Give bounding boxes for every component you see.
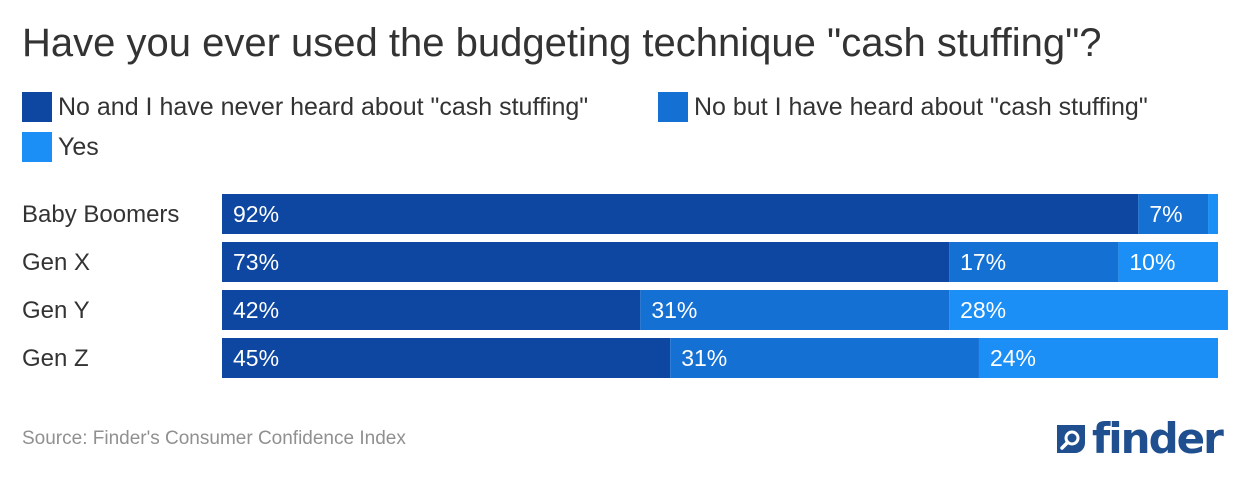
legend-label-heard: No but I have heard about "cash stuffing… [694, 92, 1148, 121]
data-label-gen-x-series-2: 17% [960, 249, 1006, 275]
bar-gen-x-series-3 [1118, 242, 1218, 282]
data-label-baby-boomers-series-1: 92% [233, 201, 279, 227]
category-label-baby-boomers: Baby Boomers [22, 201, 179, 228]
legend-swatch-heard [658, 92, 688, 122]
data-label-gen-z-series-1: 45% [233, 345, 279, 371]
legend-label-never-heard: No and I have never heard about "cash st… [58, 92, 589, 121]
legend-swatch-never-heard [22, 92, 52, 122]
category-label-gen-y: Gen Y [22, 297, 90, 324]
bar-baby-boomers-series-3 [1208, 194, 1218, 234]
bar-gen-x-series-1 [222, 242, 950, 282]
data-label-gen-x-series-1: 73% [233, 249, 279, 275]
data-label-baby-boomers-series-2: 7% [1149, 201, 1182, 227]
bar-baby-boomers-series-1 [222, 194, 1139, 234]
finder-logo-text: finder [1092, 414, 1224, 463]
data-label-gen-z-series-2: 31% [681, 345, 727, 371]
category-label-gen-z: Gen Z [22, 345, 89, 372]
finder-logo: finder [1053, 414, 1224, 463]
data-label-gen-y-series-3: 28% [960, 297, 1006, 323]
finder-logo-icon [1057, 424, 1085, 453]
category-label-gen-x: Gen X [22, 249, 90, 276]
source-note: Source: Finder's Consumer Confidence Ind… [22, 428, 406, 449]
bar-baby-boomers-series-2 [1138, 194, 1209, 234]
legend-swatch-yes [22, 132, 52, 162]
bar-gen-z-series-1 [222, 338, 671, 378]
bar-gen-z-series-3 [978, 338, 1218, 378]
data-label-gen-y-series-1: 42% [233, 297, 279, 323]
data-label-gen-y-series-2: 31% [651, 297, 697, 323]
bar-gen-x-series-2 [949, 242, 1119, 282]
chart-title: Have you ever used the budgeting techniq… [22, 21, 1102, 65]
legend-item-heard: No but I have heard about "cash stuffing… [658, 92, 1148, 122]
bar-gen-y-series-1 [222, 290, 641, 330]
legend-item-never-heard: No and I have never heard about "cash st… [22, 92, 588, 122]
bar-gen-z-series-2 [670, 338, 979, 378]
legend-label-yes: Yes [58, 132, 99, 161]
legend-item-yes: Yes [22, 132, 99, 162]
bar-gen-y-series-3 [949, 290, 1228, 330]
bar-gen-y-series-2 [640, 290, 950, 330]
data-label-gen-x-series-3: 10% [1129, 249, 1175, 275]
data-label-gen-z-series-3: 24% [990, 345, 1036, 371]
